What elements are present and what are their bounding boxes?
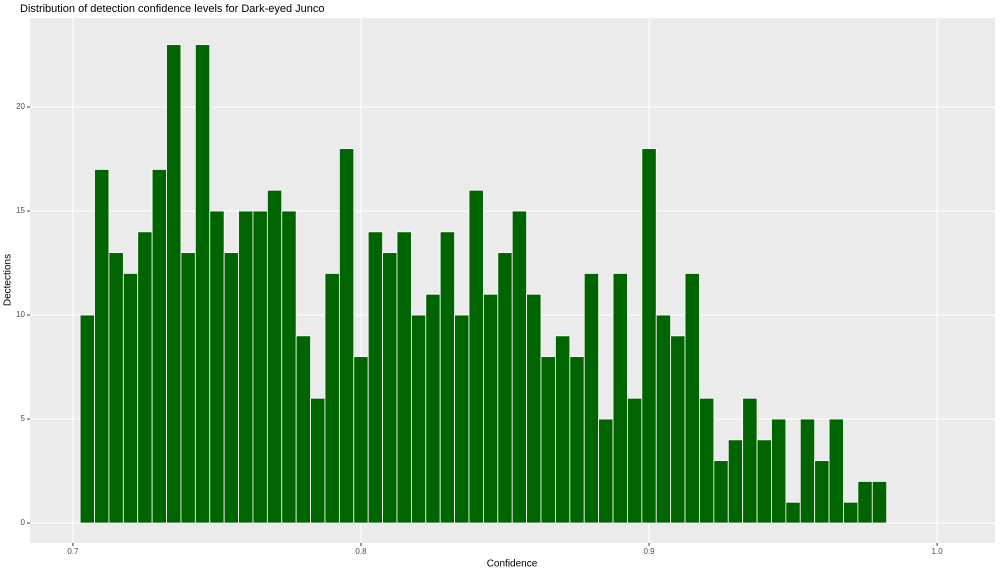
bar (511, 210, 528, 524)
bar (151, 169, 167, 524)
bar (526, 293, 542, 524)
bar (871, 481, 888, 524)
y-tick-label: 15 (16, 206, 25, 215)
bar (814, 460, 830, 524)
y-tick-label: 0 (21, 518, 26, 527)
bar (828, 418, 844, 524)
bar (771, 418, 787, 524)
y-tick-label: 20 (16, 102, 25, 111)
bar (94, 169, 110, 524)
bar (799, 418, 816, 524)
bar (281, 210, 297, 524)
bar (223, 252, 239, 524)
x-tick-label: 1.0 (932, 547, 944, 556)
bar (353, 356, 369, 524)
bar (108, 252, 124, 524)
bar (122, 273, 139, 524)
bar (684, 273, 700, 524)
bar (598, 418, 614, 524)
bar (641, 148, 657, 524)
bar (324, 273, 340, 524)
bar (310, 397, 326, 524)
bar (742, 397, 758, 524)
bar (569, 356, 585, 524)
bar (425, 293, 441, 524)
bar (555, 335, 571, 524)
bar (655, 314, 672, 524)
bar (137, 231, 153, 524)
bar (583, 273, 600, 524)
chart-title: Distribution of detection confidence lev… (20, 3, 325, 15)
x-tick-label: 0.8 (355, 547, 367, 556)
bar (295, 335, 311, 524)
bar (756, 439, 772, 524)
bar (454, 314, 470, 524)
y-tick-label: 5 (21, 414, 26, 423)
bar (194, 44, 211, 524)
bar (483, 293, 499, 524)
bar (497, 252, 513, 524)
bar (713, 460, 729, 524)
bar (382, 252, 398, 524)
bar (338, 148, 355, 524)
bar (252, 210, 268, 524)
bar (396, 231, 412, 524)
bar (439, 231, 456, 524)
bar (180, 252, 196, 524)
bar (699, 397, 715, 524)
x-axis-label: Confidence (487, 559, 538, 570)
bar (266, 189, 283, 524)
bar (209, 210, 225, 524)
bar (857, 481, 873, 524)
bar (367, 231, 383, 524)
bar (79, 314, 95, 524)
bar (166, 44, 182, 524)
bar (468, 189, 484, 524)
bar (785, 501, 801, 524)
y-axis-label: Dectections (3, 254, 14, 306)
x-tick-label: 0.9 (643, 547, 655, 556)
bar (238, 210, 254, 524)
x-tick-label: 0.7 (67, 547, 79, 556)
y-tick-label: 10 (16, 310, 25, 319)
bar (410, 314, 427, 524)
bar (540, 356, 556, 524)
bar (843, 501, 859, 524)
bar (612, 273, 628, 524)
bar (727, 439, 744, 524)
bar (670, 335, 686, 524)
bar (627, 397, 643, 524)
